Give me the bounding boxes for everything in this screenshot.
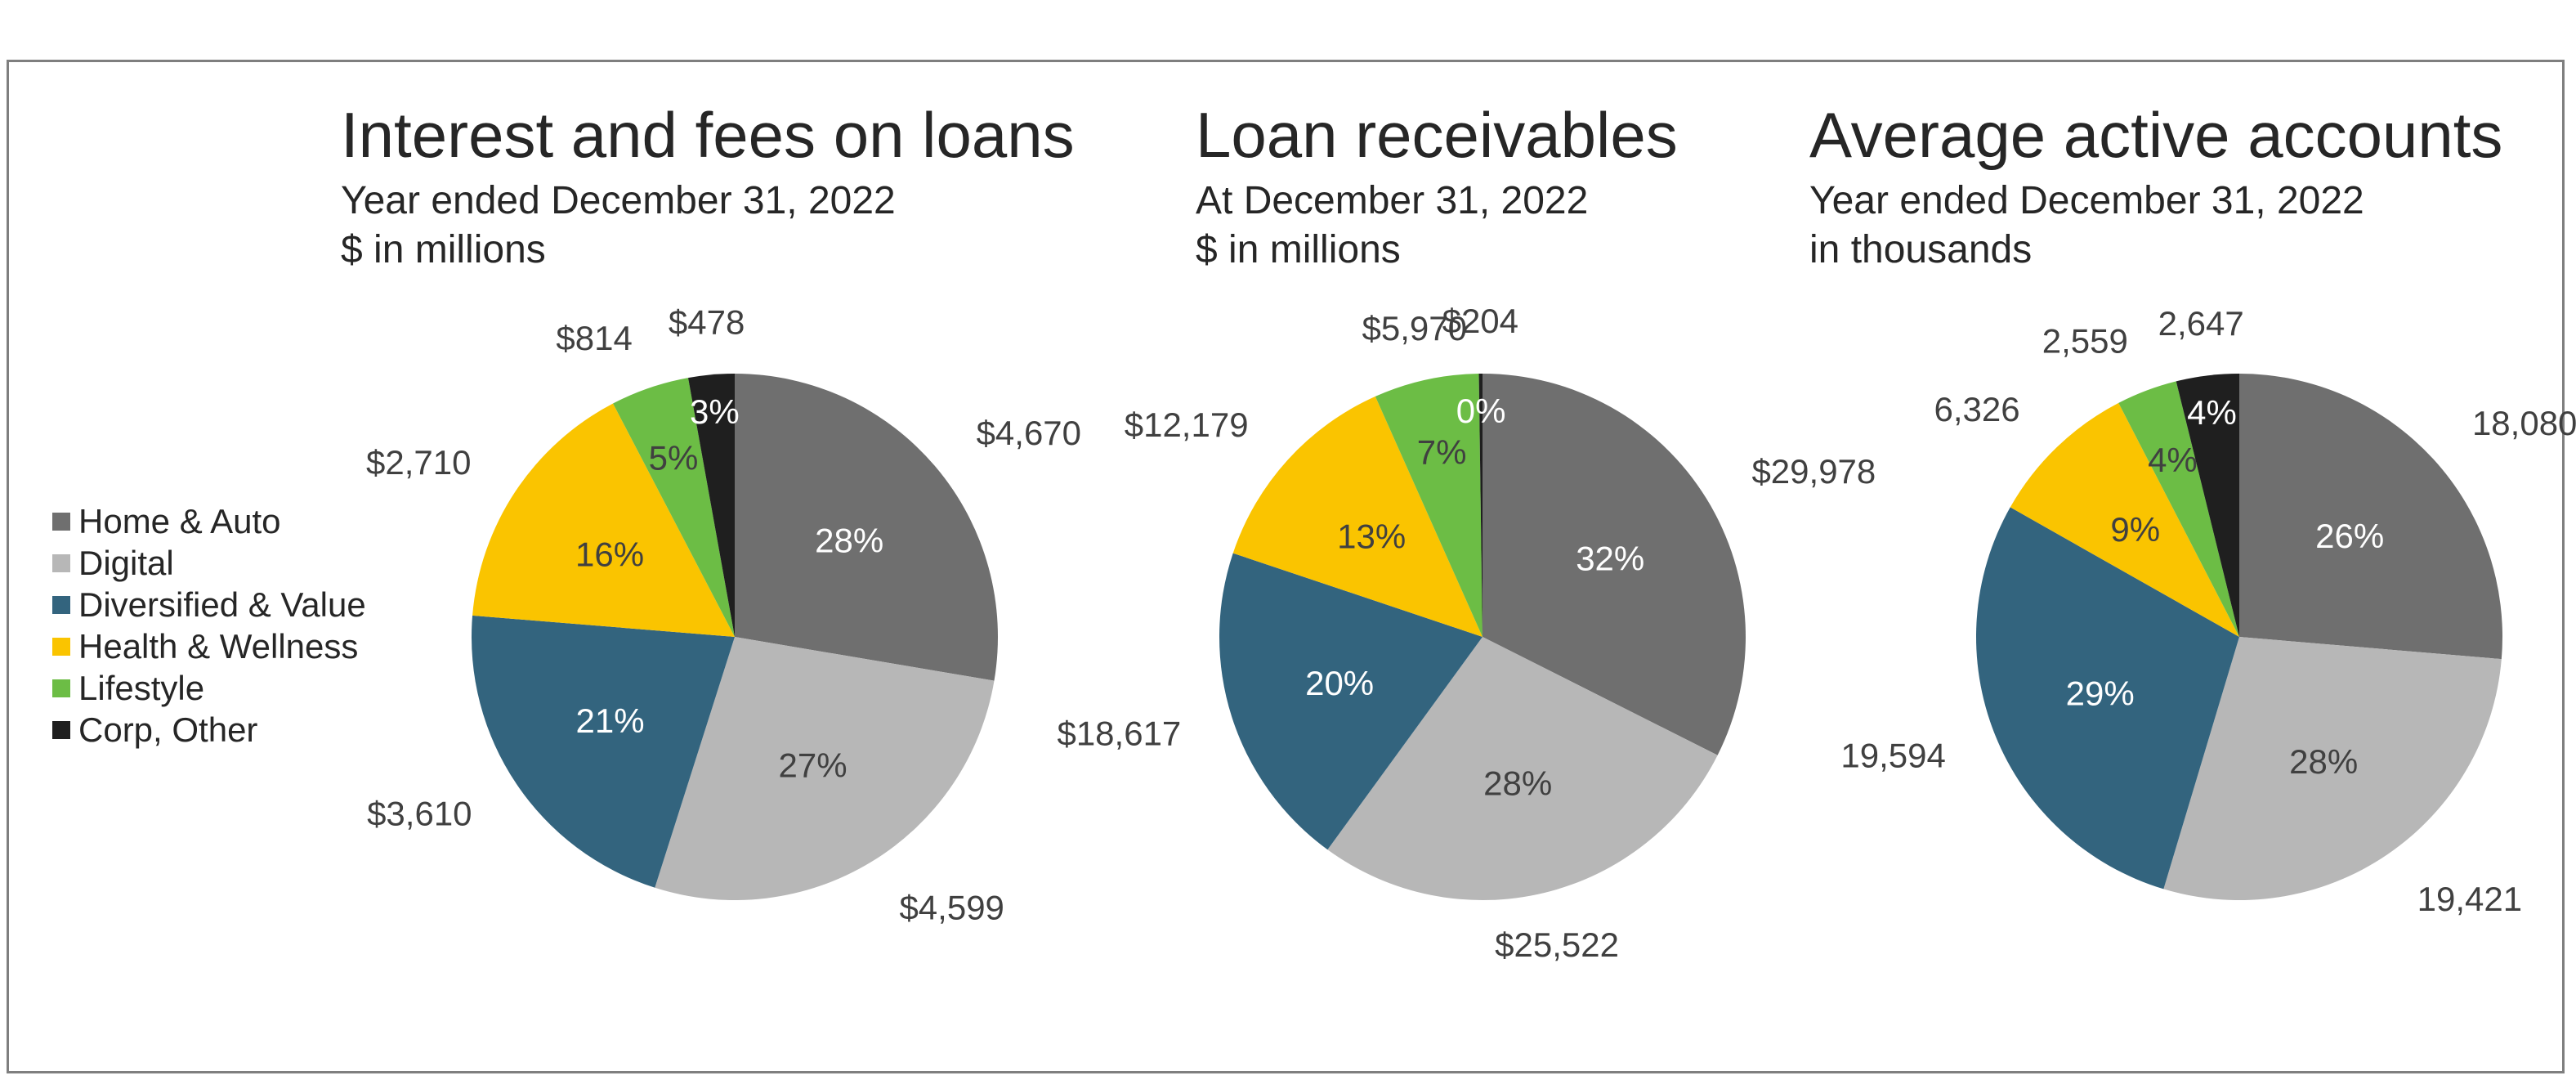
chart3-subtitle-1: Year ended December 31, 2022 — [1809, 179, 2364, 222]
value-label-home-auto: $29,978 — [1751, 452, 1876, 491]
value-label-digital: $4,599 — [899, 888, 1004, 926]
pie-slice-lifestyle — [1375, 374, 1483, 637]
pie-slice-home-auto — [1483, 374, 1746, 755]
value-label-home-auto: 18,080 — [2472, 404, 2576, 442]
legend-label-health-wellness: Health & Wellness — [78, 627, 358, 665]
legend-swatch-digital — [52, 554, 70, 572]
pie-slice-health-wellness — [1232, 396, 1483, 637]
percent-label-lifestyle: 4% — [2148, 441, 2198, 479]
percent-label-home-auto: 26% — [2315, 517, 2384, 555]
legend-label-corp-other: Corp, Other — [78, 710, 257, 749]
value-label-health-wellness: 6,326 — [1934, 390, 2020, 428]
pie-slice-diversified-value — [471, 615, 735, 888]
legend-label-digital: Digital — [78, 544, 174, 582]
pie-slice-digital — [2163, 637, 2502, 901]
legend-swatch-home-auto — [52, 513, 70, 531]
percent-label-digital: 27% — [779, 746, 847, 785]
pie-slice-health-wellness — [472, 403, 735, 637]
value-label-health-wellness: $12,179 — [1125, 406, 1249, 444]
percent-label-lifestyle: 7% — [1417, 433, 1467, 472]
value-label-lifestyle: 2,559 — [2042, 322, 2128, 361]
pie-slice-home-auto — [735, 374, 998, 681]
value-label-home-auto: $4,670 — [977, 414, 1081, 452]
percent-label-diversified-value: 29% — [2066, 674, 2135, 712]
legend-label-home-auto: Home & Auto — [78, 502, 280, 540]
chart2-subtitle-1: At December 31, 2022 — [1196, 179, 1588, 222]
pie-slice-corp-other — [1478, 374, 1483, 637]
legend-swatch-lifestyle — [52, 679, 70, 697]
percent-label-corp-other: 4% — [2187, 393, 2237, 432]
value-label-diversified-value: 19,594 — [1840, 736, 1945, 774]
pie-slice-diversified-value — [1976, 507, 2239, 890]
percent-label-home-auto: 32% — [1576, 540, 1644, 578]
value-label-lifestyle: $814 — [556, 319, 632, 357]
percent-label-diversified-value: 20% — [1305, 664, 1374, 702]
chart2-title: Loan receivables — [1196, 99, 1678, 171]
chart2-subtitle-2: $ in millions — [1196, 228, 1401, 271]
pie-slice-digital — [1327, 637, 1718, 900]
legend-label-diversified-value: Diversified & Value — [78, 585, 366, 624]
pie-slice-corp-other — [2176, 374, 2239, 637]
value-label-corp-other: 2,647 — [2158, 304, 2244, 343]
percent-label-health-wellness: 13% — [1337, 518, 1406, 556]
pie-chart-active-accounts: 26% 18,080 28% 19,421 29% 19,594 9% 6,326 4% 2,55… — [1840, 304, 2576, 918]
pie-slice-home-auto — [2239, 374, 2502, 660]
chart3-title: Average active accounts — [1809, 99, 2502, 171]
legend: Home & Auto Digital Diversified & Value … — [52, 502, 366, 749]
pie-slice-lifestyle — [613, 378, 735, 637]
pie-chart-loan-receivables: 32% $29,978 28% $25,522 20% $18,617 13% $12,179… — [1057, 302, 1876, 964]
chart1-subtitle-2: $ in millions — [341, 228, 546, 271]
value-label-digital: $25,522 — [1495, 925, 1619, 964]
percent-label-health-wellness: 9% — [2110, 510, 2160, 549]
value-label-corp-other: $204 — [1442, 302, 1518, 340]
percent-label-corp-other: 3% — [690, 392, 740, 431]
legend-swatch-health-wellness — [52, 638, 70, 656]
percent-label-health-wellness: 16% — [575, 536, 644, 574]
pie-slice-corp-other — [688, 374, 735, 637]
chart3-subtitle-2: in thousands — [1809, 228, 2032, 271]
percent-label-home-auto: 28% — [815, 522, 883, 560]
value-label-digital: 19,421 — [2417, 880, 2522, 918]
pie-slice-diversified-value — [1219, 553, 1483, 850]
value-label-health-wellness: $2,710 — [366, 443, 471, 482]
percent-label-corp-other: 0% — [1456, 392, 1506, 430]
percent-label-digital: 28% — [2289, 742, 2358, 781]
value-label-corp-other: $478 — [669, 303, 745, 342]
value-label-diversified-value: $3,610 — [367, 795, 472, 833]
value-label-lifestyle: $5,970 — [1362, 309, 1467, 347]
chart1-subtitle-1: Year ended December 31, 2022 — [341, 179, 896, 222]
chart-frame — [7, 60, 2565, 1073]
legend-swatch-diversified-value — [52, 596, 70, 614]
value-label-diversified-value: $18,617 — [1057, 715, 1181, 753]
pie-slice-digital — [655, 637, 995, 900]
percent-label-lifestyle: 5% — [649, 439, 699, 477]
percent-label-diversified-value: 21% — [576, 701, 645, 740]
legend-label-lifestyle: Lifestyle — [78, 669, 204, 707]
pie-chart-interest-fees: 28% $4,670 27% $4,599 21% $3,610 16% $2,710 5% $8… — [366, 303, 1081, 927]
pie-slice-health-wellness — [2010, 402, 2239, 637]
chart1-title: Interest and fees on loans — [341, 99, 1075, 171]
percent-label-digital: 28% — [1483, 764, 1552, 802]
legend-swatch-corp-other — [52, 721, 70, 739]
pie-slice-lifestyle — [2118, 381, 2239, 637]
